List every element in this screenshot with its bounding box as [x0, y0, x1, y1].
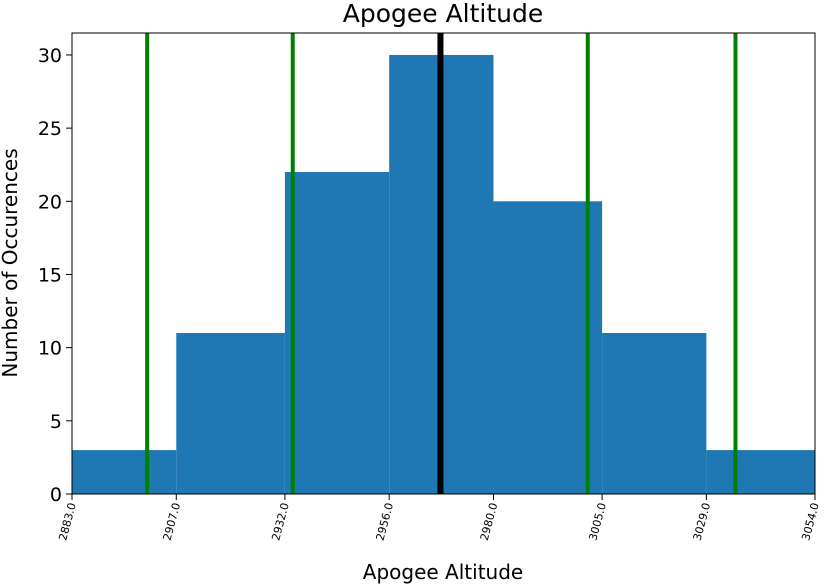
x-axis-label: Apogee Altitude: [363, 560, 523, 584]
bar-4: [493, 201, 603, 495]
bar-6: [706, 450, 815, 494]
y-tick-label-4: 20: [38, 191, 62, 213]
x-tick-label-3: 2956.0: [374, 501, 397, 542]
y-tick-label-3: 15: [38, 264, 62, 286]
x-tick-label-2: 2932.0: [269, 501, 292, 542]
x-tick-label-5: 3005.0: [586, 501, 609, 542]
plot-frame: [71, 32, 816, 495]
bar-0: [72, 450, 177, 494]
y-tick-label-0: 0: [50, 484, 62, 506]
y-tick-label-2: 10: [38, 338, 62, 360]
y-axis: 0 5 10 15 20 25 30: [38, 45, 72, 506]
bars-group: [72, 54, 815, 495]
bar-1: [176, 333, 285, 494]
y-tick-label-6: 30: [38, 45, 62, 67]
y-tick-label-5: 25: [38, 118, 62, 140]
chart-title: Apogee Altitude: [343, 0, 544, 28]
vertical-lines-group: [145, 33, 738, 494]
y-axis-label: Number of Occurences: [0, 148, 22, 377]
y-tick-label-1: 5: [50, 411, 62, 433]
bar-2: [284, 172, 390, 495]
x-tick-label-4: 2980.0: [478, 501, 501, 542]
bar-5: [602, 333, 707, 494]
x-tick-label-7: 3054.0: [799, 501, 822, 542]
x-tick-label-1: 2907.0: [161, 501, 184, 542]
x-tick-label-0: 2883.0: [56, 501, 79, 542]
x-tick-label-6: 3029.0: [691, 501, 714, 542]
x-axis: 2883.0 2907.0 2932.0 2956.0 2980.0 3005.0 3029…: [56, 494, 822, 542]
